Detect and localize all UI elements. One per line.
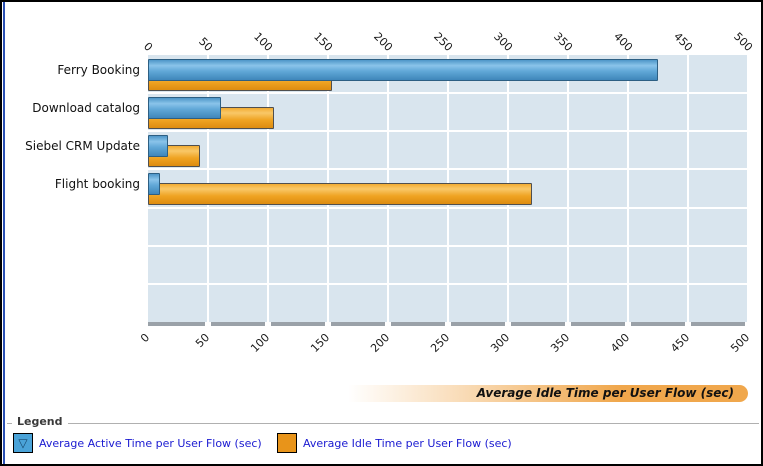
bar-active-0[interactable] [148, 59, 658, 81]
category-label: Download catalog [32, 101, 140, 116]
category-label: Ferry Booking [57, 63, 140, 77]
axis-baseline-segment [511, 322, 565, 326]
legend-item-label: Average Idle Time per User Flow (sec) [303, 436, 512, 450]
legend-divider [7, 423, 759, 424]
axis-baseline-segment [271, 322, 325, 326]
tick-label-bottom: 150 [308, 331, 333, 356]
tick-label-bottom: 100 [248, 331, 273, 356]
tick-label-bottom: 400 [608, 331, 633, 356]
legend-item-active[interactable]: ▽ Average Active Time per User Flow (sec) [13, 432, 262, 454]
left-accent-line [3, 2, 5, 464]
bar-active-1[interactable] [148, 97, 222, 120]
bar-idle-3[interactable] [148, 183, 532, 206]
tick-label-top: 350 [551, 29, 576, 54]
gridline-horizontal [148, 244, 748, 247]
tick-label-bottom: 500 [728, 331, 753, 356]
axis-baseline-segment [391, 322, 445, 326]
axis-baseline-segment [571, 322, 625, 326]
gridline-horizontal [148, 206, 748, 209]
tick-label-bottom: 200 [368, 331, 393, 356]
gridline-horizontal [148, 168, 748, 171]
tick-label-top: 200 [371, 29, 396, 54]
value-axis-title: Average Idle Time per User Flow (sec) [348, 385, 748, 402]
tick-label-top: 50 [196, 34, 216, 54]
legend-item-label: Average Active Time per User Flow (sec) [39, 436, 262, 450]
axis-baseline-segment [148, 322, 205, 326]
axis-baseline-segment [331, 322, 385, 326]
tick-label-bottom: 300 [488, 331, 513, 356]
legend-item-idle[interactable]: Average Idle Time per User Flow (sec) [277, 432, 512, 454]
gridline-vertical [627, 55, 629, 322]
gridline-horizontal [148, 92, 748, 95]
axis-baseline-segment [451, 322, 505, 326]
tick-label-bottom: 450 [668, 331, 693, 356]
category-label: Siebel CRM Update [25, 139, 140, 154]
idle-series-swatch [277, 433, 297, 453]
gridline-vertical [747, 55, 749, 322]
triangle-down-marker: ▽ [18, 436, 28, 450]
gridline-horizontal [148, 282, 748, 285]
tick-label-bottom: 0 [138, 331, 153, 346]
category-label: Flight booking [54, 177, 140, 192]
bar-active-3[interactable] [148, 173, 160, 196]
tick-label-top: 400 [611, 29, 636, 54]
tick-label-bottom: 350 [548, 331, 573, 356]
tick-label-top: 500 [731, 29, 756, 54]
tick-label-top: 150 [311, 29, 336, 54]
gridline-horizontal [148, 130, 748, 133]
bar-active-2[interactable] [148, 135, 169, 158]
tick-label-top: 0 [141, 39, 156, 54]
axis-baseline-segment [691, 322, 745, 326]
tick-label-top: 450 [671, 29, 696, 54]
tick-label-top: 100 [251, 29, 276, 54]
legend-title: Legend [12, 415, 68, 428]
tick-label-bottom: 50 [193, 331, 213, 351]
tick-label-top: 300 [491, 29, 516, 54]
axis-baseline-segment [631, 322, 685, 326]
tick-label-top: 250 [431, 29, 456, 54]
tick-label-bottom: 250 [428, 331, 453, 356]
gridline-vertical [687, 55, 689, 322]
active-series-swatch: ▽ [13, 433, 33, 453]
gridline-vertical [567, 55, 569, 322]
axis-baseline-segment [211, 322, 265, 326]
